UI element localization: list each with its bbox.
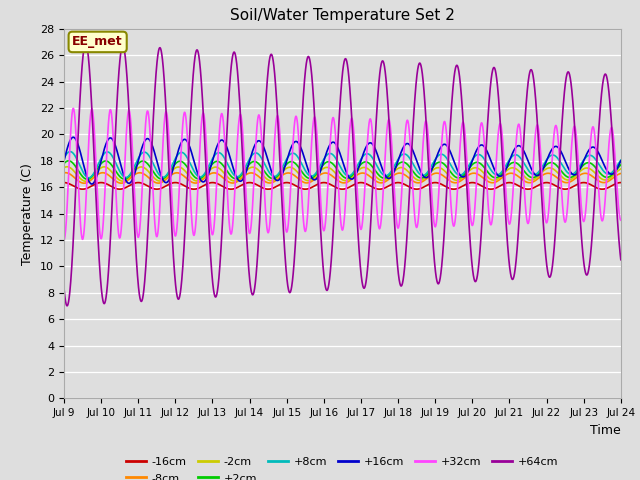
-8cm (60, 170, 68, 176)
+8cm (467, 158, 475, 164)
-8cm (250, 170, 257, 176)
+8cm (60, 156, 68, 161)
+16cm (467, 161, 475, 167)
+2cm (60, 161, 68, 167)
Line: -16cm: -16cm (64, 182, 621, 189)
-2cm (250, 164, 257, 170)
+32cm (70, 106, 77, 111)
+2cm (587, 160, 595, 166)
-8cm (324, 170, 332, 176)
Line: +2cm: +2cm (64, 161, 621, 179)
+32cm (587, 139, 595, 144)
+32cm (617, 217, 625, 223)
-16cm (594, 185, 602, 191)
+8cm (324, 152, 332, 157)
-2cm (617, 166, 625, 172)
+16cm (60, 158, 68, 164)
X-axis label: Time: Time (590, 424, 621, 437)
+8cm (587, 153, 595, 158)
+2cm (83, 176, 91, 182)
+32cm (60, 237, 68, 243)
-8cm (61, 170, 69, 176)
+64cm (324, 287, 332, 292)
-8cm (80, 180, 88, 186)
-8cm (617, 170, 625, 176)
+2cm (65, 158, 72, 164)
+16cm (88, 181, 96, 187)
-16cm (324, 180, 332, 186)
+16cm (594, 148, 602, 154)
+64cm (617, 257, 625, 263)
-2cm (483, 173, 491, 179)
+16cm (250, 146, 257, 152)
+16cm (70, 134, 77, 140)
-2cm (324, 165, 332, 170)
Line: -8cm: -8cm (64, 173, 621, 183)
+8cm (483, 160, 491, 166)
-16cm (250, 180, 257, 186)
Y-axis label: Temperature (C): Temperature (C) (22, 163, 35, 264)
-2cm (467, 167, 475, 172)
-8cm (467, 171, 475, 177)
+16cm (483, 148, 491, 154)
+64cm (82, 40, 90, 46)
-8cm (594, 177, 602, 183)
Line: +64cm: +64cm (64, 43, 621, 306)
+64cm (63, 303, 71, 309)
+8cm (594, 159, 602, 165)
-16cm (617, 180, 625, 185)
-8cm (587, 172, 595, 178)
Line: +16cm: +16cm (64, 137, 621, 184)
-2cm (82, 179, 90, 184)
+32cm (483, 180, 491, 186)
+2cm (594, 167, 602, 173)
+2cm (467, 163, 475, 168)
+64cm (60, 286, 68, 291)
-16cm (467, 180, 475, 186)
+2cm (617, 162, 625, 168)
-16cm (587, 182, 595, 188)
+8cm (85, 175, 93, 180)
Line: +32cm: +32cm (64, 108, 621, 240)
Line: +8cm: +8cm (64, 152, 621, 178)
+64cm (483, 133, 491, 139)
Legend: -16cm, -8cm, -2cm, +2cm, +8cm, +16cm, +32cm, +64cm: -16cm, -8cm, -2cm, +2cm, +8cm, +16cm, +3… (122, 452, 563, 480)
+32cm (250, 191, 257, 196)
-2cm (587, 167, 595, 172)
-2cm (594, 173, 602, 179)
+64cm (594, 146, 602, 152)
+8cm (617, 157, 625, 163)
+2cm (324, 159, 332, 165)
Title: Soil/Water Temperature Set 2: Soil/Water Temperature Set 2 (230, 9, 455, 24)
+32cm (324, 188, 332, 194)
-2cm (63, 164, 71, 169)
+2cm (483, 168, 491, 174)
+64cm (587, 251, 595, 257)
+32cm (467, 218, 475, 224)
+32cm (594, 168, 602, 174)
+64cm (467, 252, 475, 258)
-16cm (60, 180, 68, 185)
-2cm (60, 165, 68, 170)
+8cm (67, 149, 74, 155)
+16cm (324, 146, 332, 152)
+16cm (617, 158, 625, 164)
+8cm (250, 151, 257, 157)
-16cm (79, 186, 86, 192)
Text: EE_met: EE_met (72, 36, 123, 48)
+64cm (250, 291, 257, 297)
+16cm (587, 145, 595, 151)
-16cm (483, 186, 491, 192)
Line: -2cm: -2cm (64, 167, 621, 181)
+2cm (250, 159, 257, 165)
-8cm (483, 178, 491, 184)
